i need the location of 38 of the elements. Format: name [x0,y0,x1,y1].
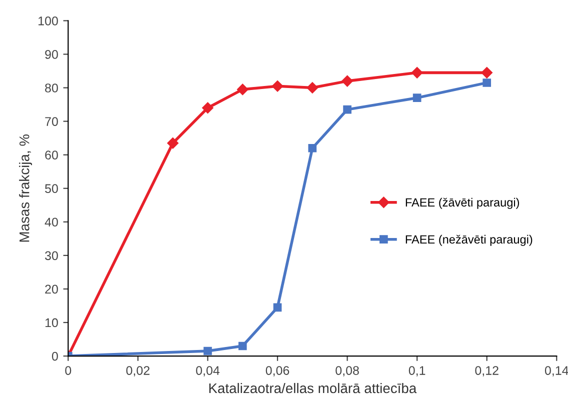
y-tick-label: 30 [45,251,58,260]
y-tick-label: 50 [45,184,58,194]
point [481,67,492,78]
point [272,80,284,92]
y-tick-label: 60 [45,150,58,160]
point [343,105,352,114]
x-tick-label: 0,02 [126,366,150,376]
x-tick-label: 0,08 [336,366,359,376]
point [482,78,492,87]
x-tick-label: 0,06 [266,366,290,376]
legend-label: FAEE (žāvēti paraugi) [406,198,520,209]
point [308,144,317,152]
point [237,84,248,96]
point [342,75,353,87]
point [412,94,422,102]
x-tick-label: 0 [65,366,72,375]
y-axis-title: Masas frakcija, % [19,134,32,242]
point [273,303,282,312]
point [204,346,212,356]
y-tick-label: 20 [45,284,58,294]
y-tick-label: 70 [45,117,58,126]
x-tick-label: 0,14 [544,366,568,376]
y-tick-label: 100 [38,16,58,26]
y-tick-label: 40 [44,218,58,227]
y-tick-label: 0 [52,352,58,361]
y-tick-label: 90 [45,50,58,59]
y-tick-label: 80 [45,84,58,92]
x-tick-label: 0,12 [475,366,498,376]
x-tick-label: 0,1 [408,366,426,376]
x-tick-label: 0,04 [196,366,220,376]
point [202,102,214,114]
point [306,82,318,94]
x-axis-title: Katalizaotra/ellas molārā attiecība [209,382,417,394]
point [411,67,423,78]
point [238,342,247,350]
legend-label: FAEE (nežāvēti paraugi) [406,234,532,246]
point [167,137,178,149]
y-tick-label: 10 [45,318,58,328]
